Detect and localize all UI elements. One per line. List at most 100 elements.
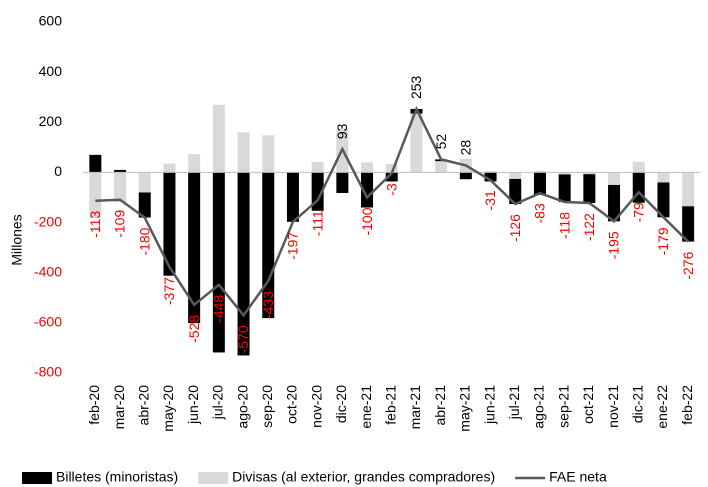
bar: [311, 161, 324, 173]
data-label: -113: [87, 211, 103, 238]
x-tick-label: sep-21: [555, 385, 571, 428]
bar: [385, 172, 398, 182]
data-label: -126: [507, 214, 523, 242]
bar: [583, 172, 596, 175]
bar: [558, 172, 571, 175]
bar: [286, 172, 299, 222]
x-tick-label: jun-20: [185, 385, 201, 425]
data-label: -79: [630, 202, 646, 222]
x-tick-label: jul-21: [506, 385, 522, 420]
x-tick-label: may-21: [457, 385, 473, 432]
legend-label: Divisas (al exterior, grandes compradore…: [232, 469, 495, 485]
bar: [262, 135, 275, 173]
data-label: -100: [359, 207, 375, 235]
x-tick-label: feb-21: [382, 385, 398, 425]
y-tick-label: 0: [54, 163, 62, 179]
x-tick-label: jun-21: [481, 385, 497, 425]
bar: [212, 172, 225, 353]
x-tick-label: jul-20: [210, 385, 226, 420]
x-tick-label: ene-22: [654, 385, 670, 429]
x-tick-label: ene-21: [358, 385, 374, 429]
data-label: -570: [235, 325, 251, 353]
bar: [89, 154, 102, 173]
x-tick-label: abr-20: [135, 385, 151, 426]
bar: [237, 132, 250, 173]
bar: [89, 172, 102, 219]
x-tick-label: sep-20: [259, 385, 275, 428]
bar: [509, 178, 522, 205]
bar: [533, 170, 546, 173]
bar: [114, 172, 127, 203]
bar: [682, 206, 695, 242]
x-tick-label: oct-21: [580, 385, 596, 424]
data-label: 28: [458, 140, 474, 156]
x-tick-label: abr-21: [432, 385, 448, 426]
x-tick-label: ago-21: [531, 385, 547, 429]
bar: [163, 172, 176, 276]
data-label: -433: [260, 291, 276, 319]
data-label: -31: [482, 190, 498, 210]
x-tick-label: feb-20: [86, 385, 102, 425]
x-tick-label: oct-20: [284, 385, 300, 424]
x-tick-label: may-20: [160, 385, 176, 432]
x-tick-label: dic-21: [629, 385, 645, 423]
bar: [657, 172, 670, 183]
y-tick-label: -400: [34, 263, 62, 279]
x-tick-label: ago-20: [234, 385, 250, 429]
bar: [410, 113, 423, 173]
x-tick-label: mar-21: [407, 385, 423, 430]
bar: [682, 172, 695, 207]
data-label: -180: [136, 227, 152, 255]
y-tick-label: 400: [39, 63, 63, 79]
data-label: -122: [581, 213, 597, 241]
bar: [385, 164, 398, 173]
bar: [558, 174, 571, 203]
data-label: -197: [285, 232, 301, 260]
data-label: -377: [161, 277, 177, 305]
bar: [114, 169, 127, 173]
x-tick-label: nov-21: [605, 385, 621, 428]
x-tick-label: feb-22: [679, 385, 695, 425]
y-tick-label: 600: [39, 13, 63, 29]
bar: [608, 172, 621, 185]
data-label: -179: [655, 227, 671, 255]
data-label: -528: [186, 315, 202, 343]
bar: [311, 172, 324, 211]
x-tick-label: mar-20: [111, 385, 127, 430]
bar: [583, 174, 596, 204]
y-axis-label: Millones: [9, 214, 25, 265]
data-label: -448: [211, 295, 227, 323]
bar: [608, 184, 621, 222]
bar: [509, 172, 522, 179]
data-label: -195: [606, 231, 622, 259]
legend-label: FAE neta: [549, 469, 607, 485]
x-tick-label: nov-20: [308, 385, 324, 428]
y-tick-label: -600: [34, 314, 62, 330]
bar: [484, 171, 497, 173]
data-label: 52: [433, 134, 449, 150]
line-series: [95, 105, 690, 318]
bar: [138, 192, 151, 218]
data-label: -118: [556, 212, 572, 239]
data-label: -276: [680, 251, 696, 279]
legend-label: Billetes (minoristas): [56, 469, 178, 485]
y-tick-label: -200: [34, 213, 62, 229]
bar: [138, 172, 151, 193]
data-label: 253: [408, 75, 424, 99]
data-label: -3: [383, 183, 399, 196]
bar: [188, 172, 201, 324]
bar: [361, 172, 374, 208]
bar: [435, 161, 448, 173]
x-tick-label: dic-20: [333, 385, 349, 423]
data-label: -83: [532, 203, 548, 223]
data-label: -109: [112, 210, 128, 238]
bar: [484, 172, 497, 182]
bar: [163, 163, 176, 173]
bar: [632, 161, 645, 173]
y-tick-label: -800: [34, 364, 62, 380]
bar: [361, 162, 374, 173]
bar: [533, 172, 546, 195]
legend-swatch: [22, 472, 52, 484]
data-label: -111: [309, 210, 325, 236]
